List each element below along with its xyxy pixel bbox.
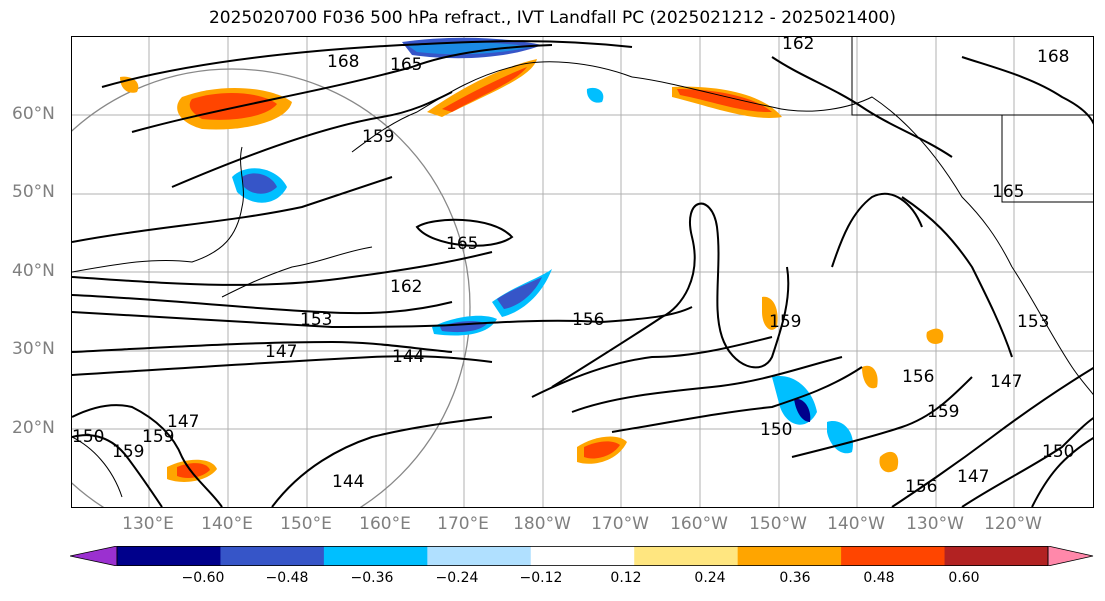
contour-label: 165	[992, 182, 1024, 202]
contour-label: 150	[760, 420, 792, 440]
colorbar-tick: −0.24	[435, 570, 479, 586]
colorbar-segment	[634, 546, 739, 566]
lon-label: 120°W	[984, 514, 1042, 534]
contour-label: 150	[1042, 442, 1074, 462]
colorbar-segment	[530, 546, 635, 566]
colorbar-segment	[1047, 546, 1094, 566]
colorbar-tick: −0.60	[181, 570, 225, 586]
colorbar-border	[116, 546, 1049, 566]
shaded-anomalies	[120, 37, 944, 482]
lat-label: 60°N	[12, 104, 55, 124]
colorbar-segment	[117, 546, 221, 566]
contour-label: 150	[72, 427, 104, 447]
range-circle	[72, 68, 471, 507]
contour-label: 168	[327, 52, 359, 72]
lat-label: 20°N	[12, 418, 55, 438]
contour-label: 159	[112, 442, 144, 462]
lon-label: 130°W	[906, 514, 964, 534]
colorbar-segment	[220, 546, 325, 566]
contour-label: 159	[362, 127, 394, 147]
colorbar-segment	[323, 546, 428, 566]
contour-label: 162	[782, 37, 814, 54]
contour-label: 144	[392, 347, 424, 367]
colorbar-tick: −0.48	[265, 570, 309, 586]
lon-label: 140°E	[201, 514, 253, 534]
colorbar	[70, 546, 1094, 566]
colorbar-tick: −0.36	[350, 570, 394, 586]
lon-label: 150°E	[280, 514, 332, 534]
lon-label: 170°E	[437, 514, 489, 534]
contour-label: 147	[957, 467, 989, 487]
lat-label: 30°N	[12, 339, 55, 359]
colorbar-segment	[841, 546, 946, 566]
lat-label: 50°N	[12, 182, 55, 202]
colorbar-segment	[70, 546, 118, 566]
contour-label: 144	[332, 472, 364, 492]
map-title: 2025020700 F036 500 hPa refract., IVT La…	[208, 8, 896, 28]
contour-label: 147	[265, 342, 297, 362]
lon-label: 160°E	[359, 514, 411, 534]
colorbar-segment	[427, 546, 532, 566]
map-panel: 168 165 159 165 162 153 147 144 156 159 …	[71, 36, 1094, 508]
colorbar-tick: 0.12	[610, 570, 642, 586]
colorbar-tick: 0.36	[779, 570, 811, 586]
contour-label: 159	[142, 427, 174, 447]
lat-label: 40°N	[12, 261, 55, 281]
lon-label: 130°E	[122, 514, 174, 534]
contour-label: 156	[905, 477, 937, 497]
colorbar-segment	[944, 546, 1049, 566]
colorbar-tick: −0.12	[519, 570, 563, 586]
lon-label: 170°W	[591, 514, 649, 534]
map-canvas: 168 165 159 165 162 153 147 144 156 159 …	[72, 37, 1093, 507]
contour-label: 159	[769, 312, 801, 332]
contour-label: 165	[390, 55, 422, 75]
colorbar-tick: 0.60	[948, 570, 980, 586]
contour-label: 156	[902, 367, 934, 387]
contour-labels: 168 165 159 165 162 153 147 144 156 159 …	[72, 37, 1074, 497]
contour-label: 159	[927, 402, 959, 422]
contour-label: 168	[1037, 47, 1069, 67]
contour-label: 147	[990, 372, 1022, 392]
lon-label: 160°W	[670, 514, 728, 534]
lon-label: 140°W	[827, 514, 885, 534]
colorbar-tick: 0.48	[863, 570, 895, 586]
contour-label: 153	[300, 310, 332, 330]
lon-label: 180°W	[513, 514, 571, 534]
gridlines	[72, 37, 1093, 507]
colorbar-tick: 0.24	[694, 570, 726, 586]
height-contours	[72, 40, 1093, 507]
contour-label: 147	[167, 412, 199, 432]
colorbar-segment	[737, 546, 842, 566]
coastlines	[72, 37, 1093, 498]
contour-label: 162	[390, 277, 422, 297]
lon-label: 150°W	[749, 514, 807, 534]
contour-label: 165	[446, 234, 478, 254]
contour-label: 153	[1017, 312, 1049, 332]
contour-label: 156	[572, 310, 604, 330]
